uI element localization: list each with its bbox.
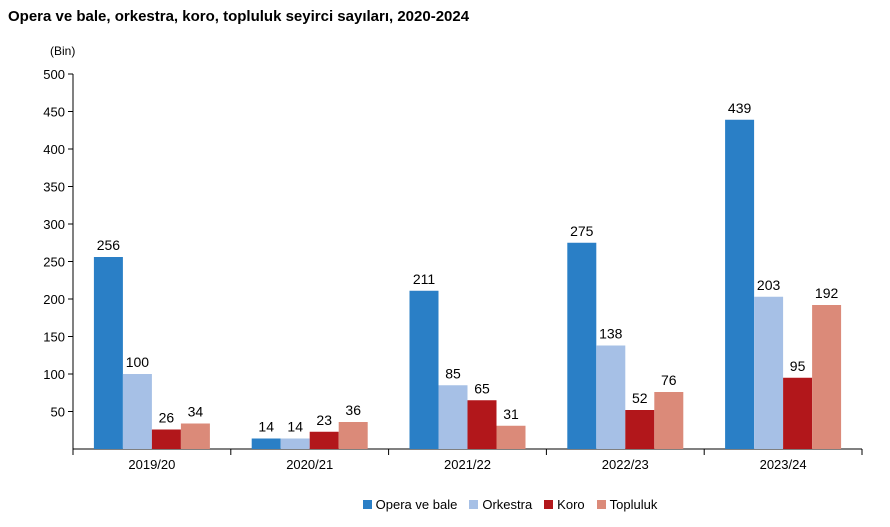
data-label: 23 [316,412,332,428]
bar [93,257,123,449]
data-label: 211 [413,271,436,287]
data-label: 192 [815,285,839,301]
data-label: 31 [503,406,519,422]
x-tick-label: 2023/24 [760,457,807,472]
bar [625,410,655,449]
y-tick-label: 150 [43,330,65,345]
y-tick-label: 350 [43,180,65,195]
x-tick-label: 2019/20 [128,457,175,472]
data-label: 14 [287,419,303,435]
data-label: 275 [570,223,594,239]
legend-label: Topluluk [609,497,658,512]
data-label: 95 [790,358,806,374]
data-label: 203 [757,277,781,293]
legend-label: Koro [557,497,585,512]
chart-legend: Opera ve bale Orkestra Koro Topluluk [0,497,890,512]
chart-title: Opera ve bale, orkestra, koro, topluluk … [8,8,470,25]
bar [338,422,368,449]
x-tick-label: 2022/23 [602,457,649,472]
y-tick-label: 400 [43,142,65,157]
bar [309,431,339,449]
data-label: 85 [445,365,461,381]
legend-item: Koro [544,497,585,512]
data-label: 256 [97,237,121,253]
bar [754,296,784,449]
data-label: 14 [258,419,274,435]
bar-chart: (Bin) 50 100 150 200 250 300 350 400 450 500 256 100… [43,44,863,472]
bar [654,392,684,449]
bar [438,385,468,449]
legend-item: Opera ve bale [362,497,458,512]
y-tick-label: 450 [43,105,65,120]
legend-label: Opera ve bale [375,497,458,512]
legend-item: Orkestra [469,497,532,512]
y-axis-unit-label: (Bin) [50,44,75,58]
bar [567,242,597,449]
bar [280,438,310,449]
bar [251,438,281,449]
legend-swatch [544,500,554,509]
bar [496,425,526,449]
x-tick-label: 2020/21 [286,457,333,472]
y-tick-label: 250 [43,255,65,270]
data-label: 65 [474,380,490,396]
legend-item: Topluluk [596,497,658,512]
bar [596,345,626,449]
bar [783,377,813,449]
y-tick-label: 100 [43,367,65,382]
bar [122,374,152,449]
y-tick-label: 200 [43,292,65,307]
legend-swatch [596,500,606,509]
legend-swatch [362,500,372,509]
bar [180,423,210,449]
data-label: 138 [599,326,623,342]
bar [409,290,439,449]
y-tick-label: 500 [43,67,65,82]
bar [725,119,755,449]
data-label: 26 [159,410,175,426]
data-label: 100 [126,354,150,370]
bar [812,305,842,449]
legend-label: Orkestra [482,497,533,512]
y-tick-label: 50 [51,405,65,420]
y-tick-label: 300 [43,217,65,232]
data-label: 52 [632,390,648,406]
bar [151,429,181,449]
x-tick-label: 2021/22 [444,457,491,472]
data-label: 76 [661,372,677,388]
legend-swatch [469,500,479,509]
data-label: 439 [728,100,752,116]
data-label: 36 [345,402,361,418]
bar [467,400,497,449]
data-label: 34 [188,404,204,420]
